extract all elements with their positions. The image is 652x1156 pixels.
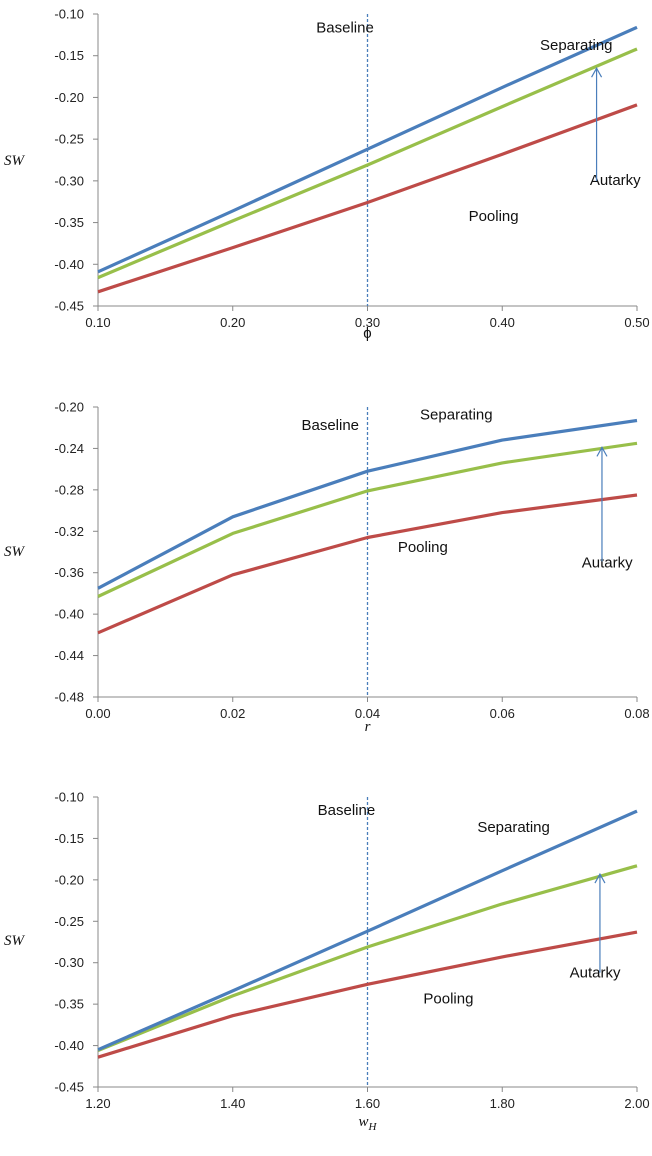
chart3-y-tick-label: -0.45 xyxy=(54,1080,84,1095)
chart2-x-tick-label: 0.02 xyxy=(220,706,245,721)
chart1-x-tick-label: 0.50 xyxy=(624,315,649,330)
chart1-series-pooling-line xyxy=(97,103,638,294)
chart3-separating-label: Separating xyxy=(477,819,550,836)
chart3-x-axis-label: wH xyxy=(359,1114,378,1133)
chart1-series-autarky-line xyxy=(97,47,638,280)
chart2-x-tick-label: 0.04 xyxy=(355,706,380,721)
chart3-y-tick-label: -0.15 xyxy=(54,831,84,846)
chart1-y-tick-label: -0.45 xyxy=(54,299,84,314)
chart3-x-tick-label: 1.80 xyxy=(490,1096,515,1111)
chart3-autarky-label: Autarky xyxy=(570,965,621,982)
chart3-y-tick-label: -0.40 xyxy=(54,1038,84,1053)
chart3-series-separating-line xyxy=(97,809,638,1052)
chart2-series-autarky-line xyxy=(97,441,638,598)
chart2-y-tick-label: -0.40 xyxy=(54,607,84,622)
chart2-x-tick-label: 0.08 xyxy=(624,706,649,721)
chart3-pooling-label: Pooling xyxy=(423,990,473,1007)
chart2-y-tick-label: -0.44 xyxy=(54,648,84,663)
chart2-y-tick-label: -0.28 xyxy=(54,482,84,497)
chart2-y-tick-label: -0.32 xyxy=(54,524,84,539)
chart3-y-tick-label: -0.10 xyxy=(54,790,84,805)
chart1-y-tick-label: -0.20 xyxy=(54,90,84,105)
chart2-separating-label: Separating xyxy=(420,406,493,423)
chart3-y-tick-label: -0.20 xyxy=(54,872,84,887)
chart1-pooling-label: Pooling xyxy=(469,208,519,225)
chart1-y-axis-label: SW xyxy=(4,153,26,169)
chart2-series-pooling-line xyxy=(97,493,638,635)
chart1-y-tick-label: -0.40 xyxy=(54,257,84,272)
chart2-y-tick-label: -0.24 xyxy=(54,441,84,456)
chart1-y-tick-label: -0.10 xyxy=(54,7,84,22)
chart3-x-tick-label: 2.00 xyxy=(624,1096,649,1111)
chart1-y-tick-label: -0.35 xyxy=(54,215,84,230)
chart2-pooling-label: Pooling xyxy=(398,539,448,556)
chart3-baseline-label: Baseline xyxy=(318,802,376,819)
chart2-baseline-label: Baseline xyxy=(301,417,359,434)
chart2-x-tick-label: 0.06 xyxy=(490,706,515,721)
chart2-y-tick-label: -0.48 xyxy=(54,690,84,705)
chart2-x-tick-label: 0.00 xyxy=(85,706,110,721)
chart1-x-tick-label: 0.20 xyxy=(220,315,245,330)
chart1-series-separating-line xyxy=(97,25,638,274)
chart2-y-axis-label: SW xyxy=(4,544,26,560)
chart2-y-tick-label: -0.20 xyxy=(54,400,84,415)
chart3-series-autarky-line xyxy=(97,864,638,1052)
chart1-x-axis-label: ϕ xyxy=(363,325,371,342)
chart1-x-tick-label: 0.40 xyxy=(490,315,515,330)
chart1-autarky-label: Autarky xyxy=(590,172,641,189)
chart3-y-tick-label: -0.25 xyxy=(54,914,84,929)
chart3-y-tick-label: -0.30 xyxy=(54,955,84,970)
chart2-y-tick-label: -0.36 xyxy=(54,565,84,580)
chart3-y-tick-label: -0.35 xyxy=(54,997,84,1012)
chart2-x-axis-label: r xyxy=(365,719,371,735)
chart2-autarky-label: Autarky xyxy=(582,555,633,572)
chart1-y-tick-label: -0.15 xyxy=(54,48,84,63)
chart1-autarky-arrow-head xyxy=(591,66,603,78)
chart1-x-tick-label: 0.10 xyxy=(85,315,110,330)
chart3-autarky-arrow-head xyxy=(594,872,606,884)
chart2-autarky-arrow-head xyxy=(596,446,608,457)
chart1-y-tick-label: -0.30 xyxy=(54,173,84,188)
chart3-x-tick-label: 1.60 xyxy=(355,1096,380,1111)
chart1-x-tick-label: 0.30 xyxy=(355,315,380,330)
chart1-baseline-label: Baseline xyxy=(316,19,374,36)
chart3-x-tick-label: 1.20 xyxy=(85,1096,110,1111)
chart1-y-tick-label: -0.25 xyxy=(54,132,84,147)
chart2-series-separating-line xyxy=(97,418,638,590)
chart3-series-pooling-line xyxy=(97,930,638,1059)
chart3-y-axis-label: SW xyxy=(4,933,26,949)
chart3-x-tick-label: 1.40 xyxy=(220,1096,245,1111)
chart1-separating-label: Separating xyxy=(540,37,613,54)
